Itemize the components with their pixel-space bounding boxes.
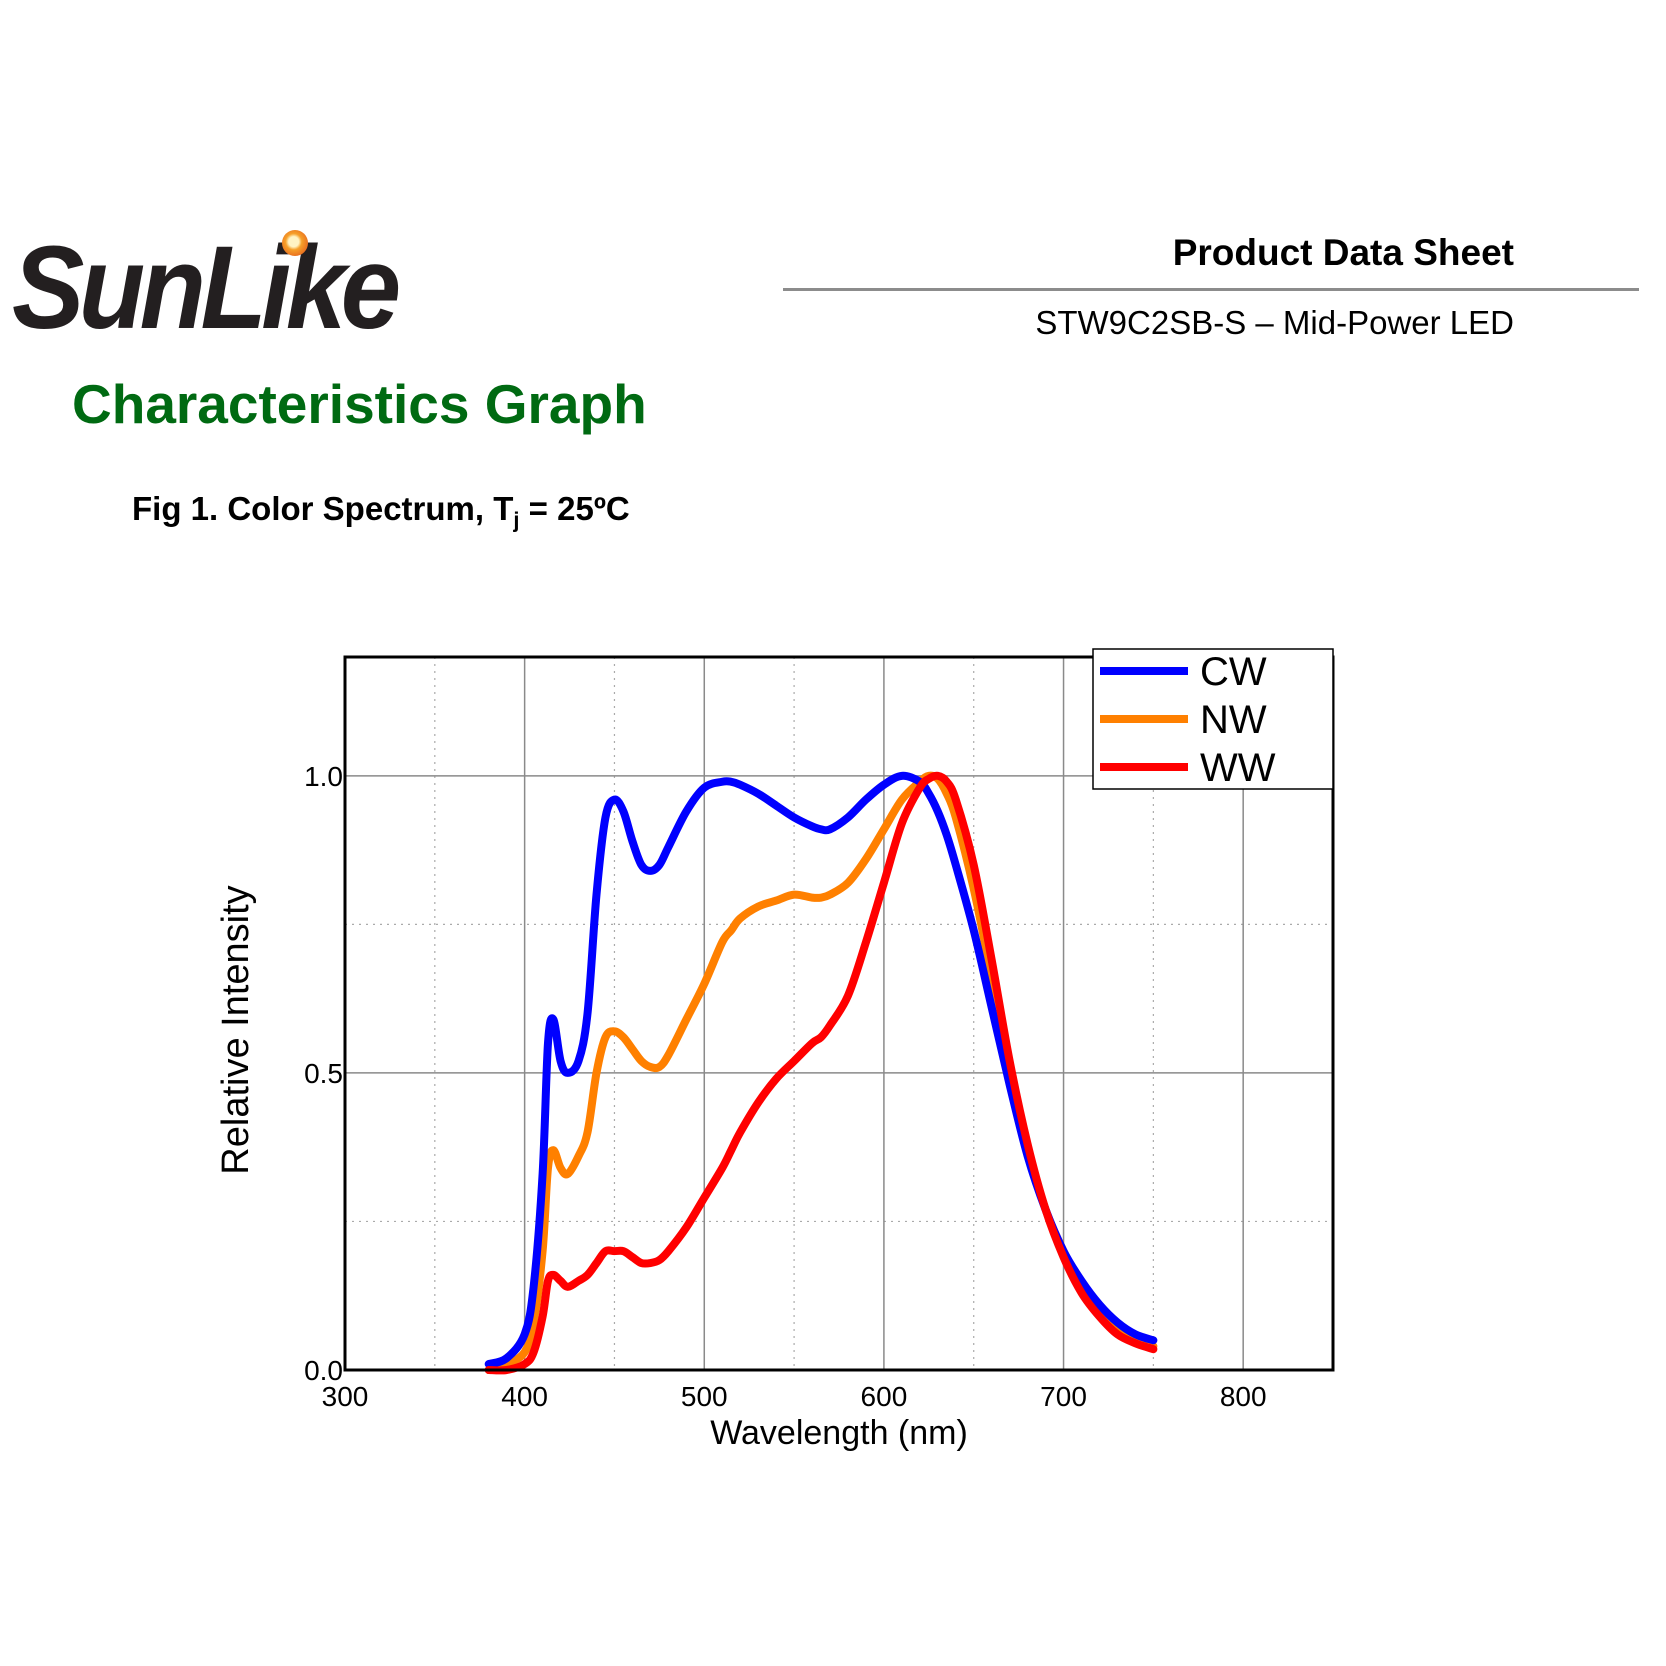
x-tick-label: 400 [501,1381,548,1412]
x-tick-label: 800 [1220,1381,1267,1412]
y-axis-label: Relative Intensity [215,885,257,1174]
plot-frame [343,655,1335,1372]
x-tick-label: 500 [681,1381,728,1412]
chart-curves [484,771,1158,1375]
y-tick-label: 1.0 [304,761,343,792]
legend-label-cw: CW [1200,650,1267,694]
series-cw-line [484,771,1158,1369]
x-tick-label: 600 [861,1381,908,1412]
x-tick-label: 700 [1040,1381,1087,1412]
legend-label-ww: WW [1200,746,1276,790]
sun-icon [282,230,308,256]
figure-title-prefix: Fig 1. Color Spectrum, T [132,490,514,527]
x-tick-label: 300 [322,1381,369,1412]
document-title: Product Data Sheet [1172,232,1514,273]
x-axis-label: Wavelength (nm) [710,1414,968,1452]
figure-title-subscript: j [513,507,520,533]
logo-wordmark: SunLike [12,222,401,354]
axis-ticks: 300 400 500 600 700 800 0.0 0.5 1.0 [304,761,1266,1412]
chart-grid [345,657,1333,1370]
y-tick-label: 0.0 [304,1355,343,1386]
legend-label-nw: NW [1200,698,1267,742]
header-divider [783,288,1639,291]
product-subtitle: STW9C2SB-S – Mid-Power LED [1035,304,1514,341]
section-title: Characteristics Graph [72,373,647,435]
series-ww-line [484,771,1158,1375]
figure-title: Fig 1. Color Spectrum, Tj = 25ºC [132,490,630,534]
sunlike-logo: SunLike [12,228,412,348]
figure-title-suffix: = 25ºC [519,490,630,527]
y-tick-label: 0.5 [304,1058,343,1089]
